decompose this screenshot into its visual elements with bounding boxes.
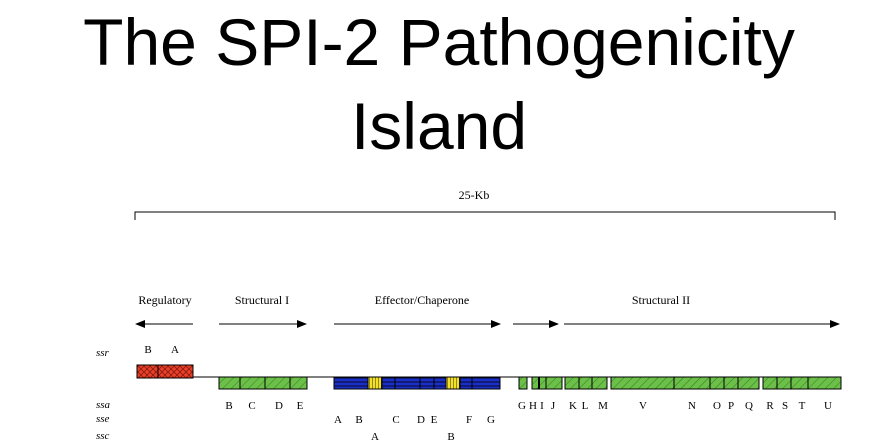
- gene-sse-f: F: [466, 414, 472, 426]
- row-label-sse: sse: [96, 413, 110, 425]
- chaperone-a: [367, 376, 383, 390]
- effector-genes: [333, 376, 501, 390]
- regulatory-genes: [136, 364, 194, 379]
- gene-ssa-n: N: [688, 400, 696, 412]
- gene-sse-c: C: [392, 414, 399, 426]
- gene-ssa-u: U: [824, 400, 832, 412]
- gene-sse-a: A: [334, 414, 342, 426]
- section-effector: Effector/Chaperone: [375, 293, 469, 307]
- gene-ssr-a: A: [171, 344, 179, 356]
- gene-ssa-h: H: [529, 400, 537, 412]
- section-regulatory: Regulatory: [138, 293, 191, 307]
- gene-ssa-l: L: [582, 400, 589, 412]
- structural-2-genes: [518, 376, 842, 390]
- gene-ssa-s: S: [782, 400, 788, 412]
- scale-bracket: [134, 211, 836, 220]
- row-label-ssa: ssa: [96, 399, 111, 411]
- structural-1-genes: [218, 376, 308, 390]
- scale-label: 25-Kb: [459, 188, 490, 202]
- row-label-ssc: ssc: [96, 430, 110, 442]
- gene-ssc-b: B: [447, 431, 454, 443]
- page-title: The SPI-2 Pathogenicity Island: [0, 0, 878, 168]
- gene-ssa-e: E: [297, 400, 304, 412]
- gene-ssr-b: B: [144, 344, 151, 356]
- chaperone-b: [445, 376, 461, 390]
- gene-ssa-m: M: [598, 400, 608, 412]
- gene-ssa-v: V: [639, 400, 647, 412]
- section-structural-2: Structural II: [632, 293, 690, 307]
- gene-ssa-d: D: [275, 400, 283, 412]
- gene-ssa-p: P: [728, 400, 734, 412]
- gene-sse-g: G: [487, 414, 495, 426]
- gene-ssa-k: K: [569, 400, 577, 412]
- gene-ssc-a: A: [371, 431, 379, 443]
- section-structural-1: Structural I: [235, 293, 289, 307]
- gene-ssa-j: J: [551, 400, 556, 412]
- gene-ssa-g: G: [518, 400, 526, 412]
- gene-ssa-r: R: [766, 400, 774, 412]
- gene-sse-e: E: [431, 414, 438, 426]
- gene-ssa-o: O: [713, 400, 721, 412]
- gene-sse-d: D: [417, 414, 425, 426]
- gene-ssa-q: Q: [745, 400, 753, 412]
- gene-ssa-b: B: [225, 400, 232, 412]
- title-line-2: Island: [350, 89, 528, 163]
- gene-ssa-c: C: [248, 400, 255, 412]
- gene-ssa-t: T: [799, 400, 806, 412]
- row-label-ssr: ssr: [96, 347, 110, 359]
- title-line-1: The SPI-2 Pathogenicity: [83, 5, 795, 79]
- gene-sse-b: B: [355, 414, 362, 426]
- gene-ssa-i: I: [540, 400, 544, 412]
